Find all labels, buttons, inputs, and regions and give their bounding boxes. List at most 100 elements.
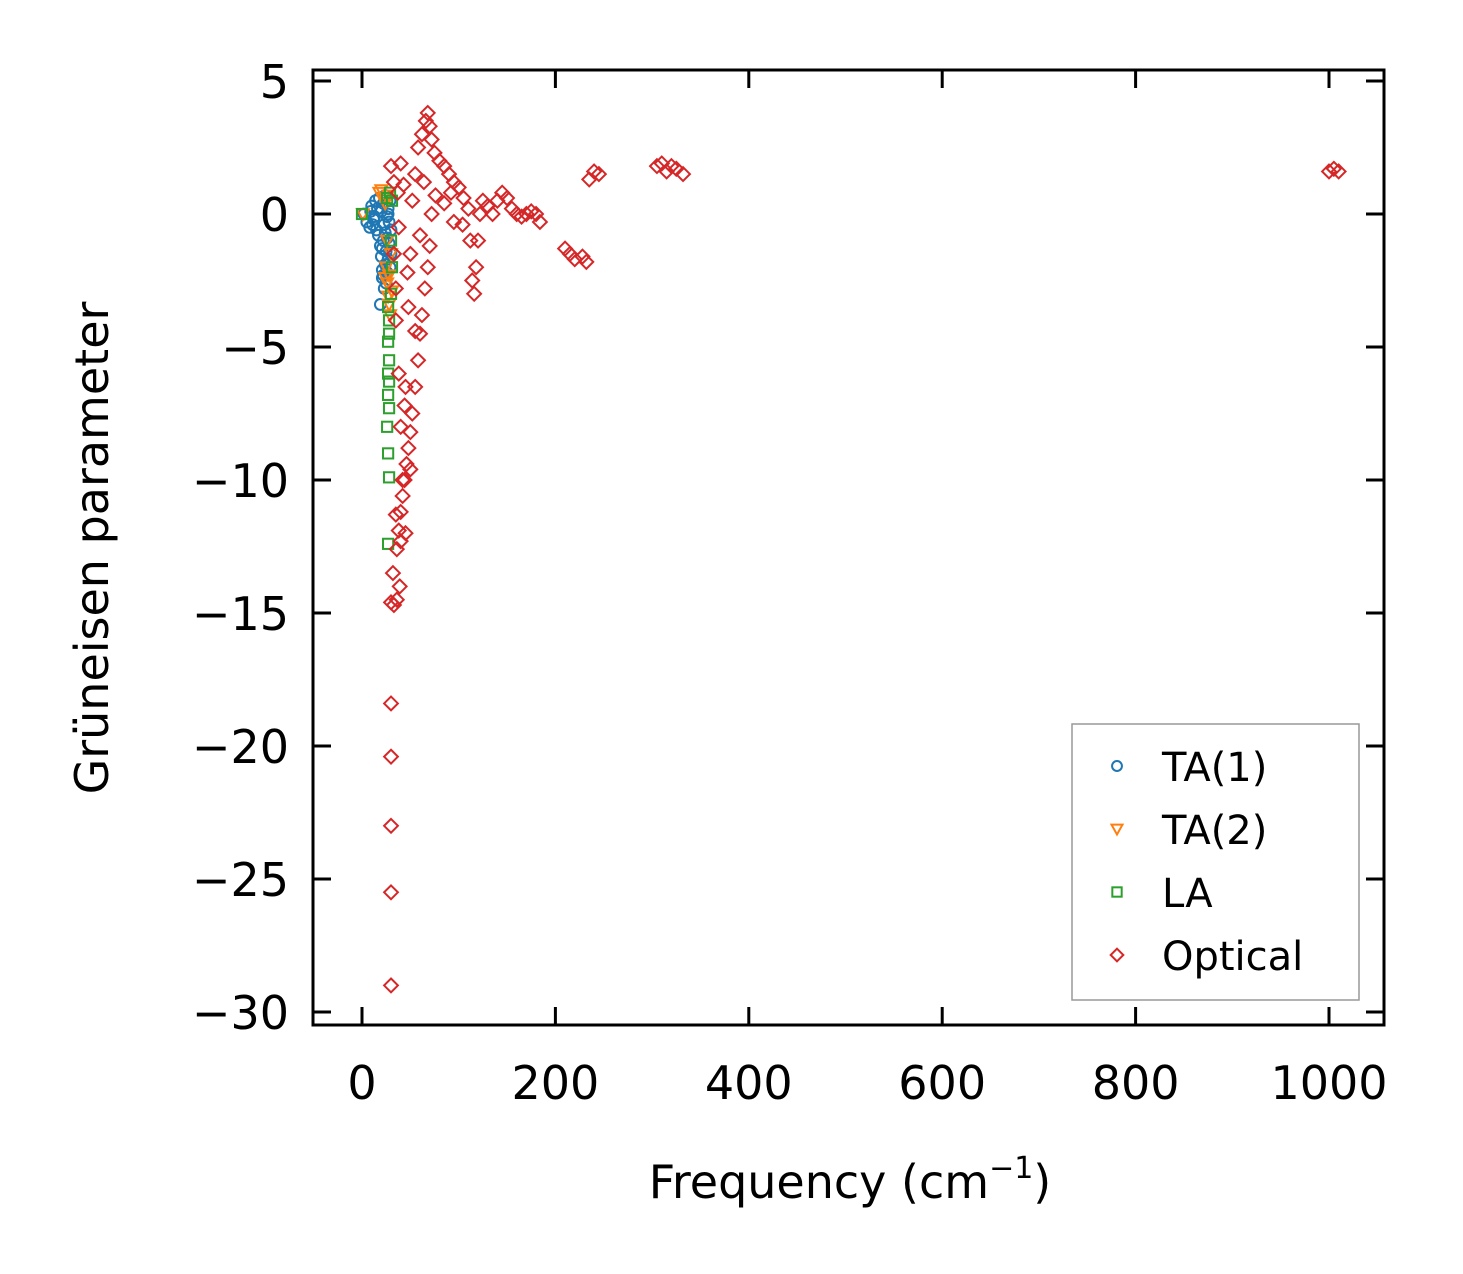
axis-ticks: 0 200 400 600 800 1000 5 0 −5 −10 −15 −20 −25 −30 xyxy=(192,55,1388,1110)
y-tick-label: −10 xyxy=(192,454,289,508)
x-axis-label-end: ) xyxy=(1033,1155,1051,1209)
data-point xyxy=(403,192,421,210)
data-point xyxy=(561,245,579,263)
x-axis-label-main: Frequency (cm xyxy=(649,1155,989,1209)
x-tick-label: 800 xyxy=(1092,1056,1180,1110)
x-tick-label: 1000 xyxy=(1270,1056,1387,1110)
data-point xyxy=(402,461,419,478)
data-point xyxy=(392,503,409,521)
data-point xyxy=(658,163,675,180)
legend-item: LA xyxy=(1111,871,1213,917)
legend-marker xyxy=(1109,947,1125,963)
x-tick-label: 0 xyxy=(347,1056,376,1110)
data-point xyxy=(442,184,460,202)
legend-label: Optical xyxy=(1162,934,1303,980)
data-point xyxy=(382,447,395,460)
data-point xyxy=(590,165,608,183)
data-point xyxy=(381,207,395,221)
legend-marker xyxy=(1111,886,1123,898)
x-axis-label: Frequency (cm−1) xyxy=(649,1151,1052,1209)
data-point xyxy=(382,375,396,388)
data-point xyxy=(578,253,595,271)
plot-area xyxy=(355,104,1347,994)
data-point xyxy=(484,205,501,223)
data-point xyxy=(413,125,431,143)
data-point xyxy=(522,203,540,220)
data-point xyxy=(377,272,393,286)
data-point xyxy=(409,351,427,369)
data-point xyxy=(382,157,400,175)
x-tick-label: 600 xyxy=(898,1056,986,1110)
data-point xyxy=(531,213,549,231)
data-point xyxy=(382,301,395,314)
data-point xyxy=(566,250,584,268)
data-point xyxy=(387,280,405,297)
data-point xyxy=(395,176,412,194)
data-point xyxy=(385,194,399,207)
data-point xyxy=(419,104,437,122)
y-tick-label: 5 xyxy=(260,55,289,109)
data-point xyxy=(416,280,434,297)
data-point xyxy=(406,378,424,396)
data-point xyxy=(382,977,400,994)
data-point xyxy=(648,157,666,175)
data-point xyxy=(411,226,429,244)
data-point xyxy=(398,455,415,473)
data-point xyxy=(460,200,477,217)
legend-label: TA(1) xyxy=(1161,745,1267,791)
data-point xyxy=(402,423,419,441)
y-tick-label: −15 xyxy=(192,587,289,641)
data-point xyxy=(388,591,406,609)
data-point xyxy=(463,272,481,289)
y-tick-label: −30 xyxy=(192,986,289,1040)
data-point xyxy=(423,131,440,148)
data-point xyxy=(663,157,680,175)
data-point xyxy=(387,506,405,523)
data-point xyxy=(355,207,369,221)
data-point xyxy=(450,179,468,196)
data-point xyxy=(394,471,411,489)
legend: TA(1) TA(2) LA Optical xyxy=(1071,723,1360,1001)
data-point xyxy=(385,173,403,191)
data-point xyxy=(392,418,409,436)
y-tick-label: −25 xyxy=(192,853,289,907)
data-point xyxy=(396,471,413,489)
data-point xyxy=(397,378,414,396)
y-tick-label: −20 xyxy=(192,720,289,774)
data-point xyxy=(387,312,405,329)
data-point xyxy=(385,596,403,614)
data-point xyxy=(394,487,411,505)
data-point xyxy=(417,112,435,130)
data-point xyxy=(435,195,453,212)
data-point xyxy=(400,439,417,457)
legend-label: TA(2) xyxy=(1161,808,1267,854)
data-point xyxy=(498,189,516,207)
data-point xyxy=(413,306,431,324)
series-la xyxy=(355,186,399,550)
data-point xyxy=(382,695,400,712)
data-point xyxy=(382,471,396,484)
data-point xyxy=(391,578,409,595)
x-tick-label: 400 xyxy=(705,1056,793,1110)
data-point xyxy=(411,325,429,343)
data-point xyxy=(392,532,409,550)
data-point xyxy=(382,388,395,401)
data-point xyxy=(423,205,440,223)
legend-item: Optical xyxy=(1109,934,1303,980)
legend-label: LA xyxy=(1162,871,1213,917)
data-point xyxy=(1325,160,1343,178)
data-point xyxy=(382,314,396,327)
data-point xyxy=(382,327,396,340)
data-point xyxy=(381,269,397,284)
data-point xyxy=(461,232,479,249)
data-point xyxy=(421,117,439,135)
data-point xyxy=(406,165,424,183)
data-point xyxy=(399,264,416,281)
data-point xyxy=(467,258,485,276)
data-point xyxy=(556,240,574,257)
data-point xyxy=(455,189,472,207)
data-point xyxy=(385,261,399,274)
data-point xyxy=(419,258,437,276)
